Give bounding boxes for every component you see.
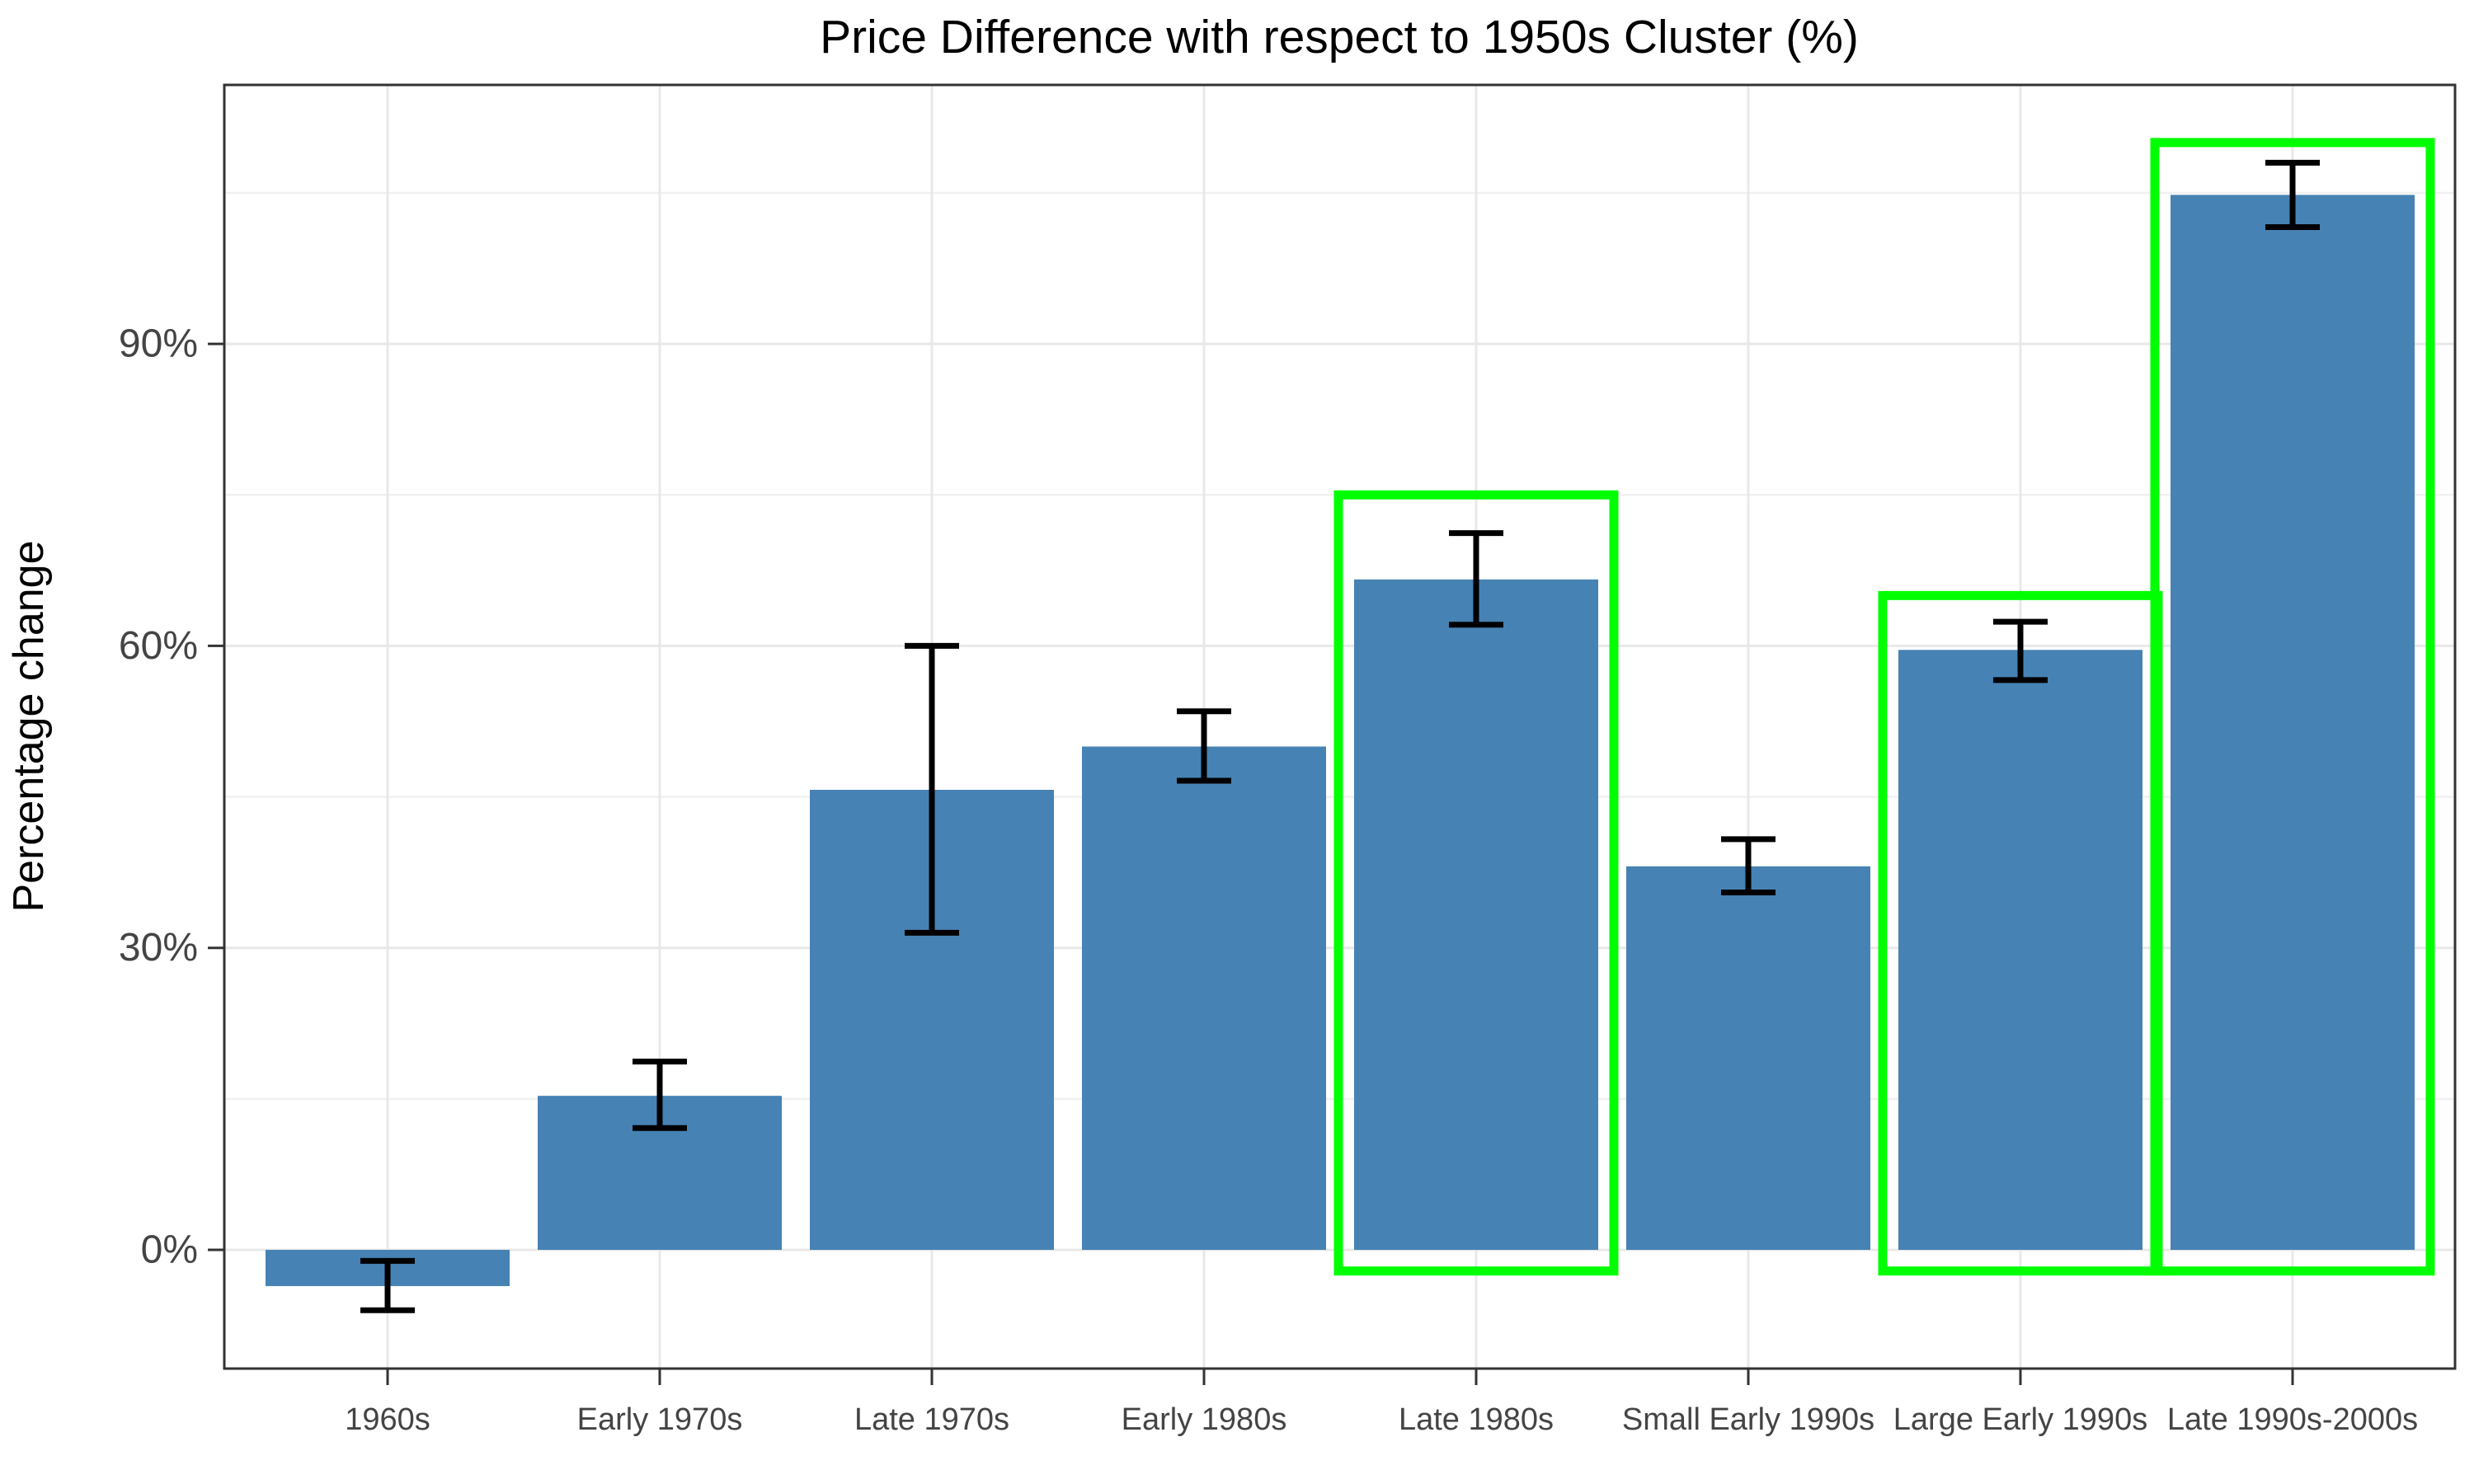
x-tick-label-late-1970s: Late 1970s — [854, 1402, 1009, 1437]
error-bar-late-1990s-2000s — [2265, 159, 2320, 230]
error-bar-late-1970s — [905, 642, 959, 936]
error-bar-small-early-1990s — [1721, 836, 1776, 896]
error-bar-early-1970s — [633, 1059, 687, 1131]
x-tick-label-late-1990s-2000s: Late 1990s-2000s — [2167, 1402, 2418, 1437]
axis-tick-labels-layer: 0% 30% 60% 90% 1960s Early 1970s Late 1970s Ear… — [119, 322, 2418, 1437]
x-tick-label-1960s: 1960s — [345, 1402, 430, 1437]
bar-early-1980s — [1082, 746, 1326, 1250]
bar-late-1990s-2000s — [2171, 195, 2415, 1251]
error-bar-early-1980s — [1177, 708, 1231, 784]
highlight-box-late-1980s — [1333, 490, 1619, 1276]
error-bar-large-early-1990s — [1993, 618, 2048, 683]
x-tick-label-early-1980s: Early 1980s — [1122, 1402, 1287, 1437]
x-tick-label-late-1980s: Late 1980s — [1399, 1402, 1554, 1437]
bar-small-early-1990s — [1626, 866, 1870, 1250]
error-bar-1960s — [360, 1257, 415, 1313]
highlight-boxes-layer — [1333, 138, 2435, 1276]
error-bar-late-1980s — [1449, 530, 1503, 628]
y-axis-label: Percentage change — [5, 540, 53, 912]
panel-border — [223, 83, 2457, 1370]
chart-title: Price Difference with respect to 1950s C… — [820, 11, 1859, 63]
bar-late-1980s — [1354, 579, 1598, 1250]
x-tick-label-small-early-1990s: Small Early 1990s — [1622, 1402, 1874, 1437]
y-tick-label-30: 30% — [119, 926, 198, 970]
y-tick-label-0: 0% — [141, 1228, 198, 1272]
axis-ticks-layer — [208, 342, 2294, 1385]
highlight-box-late-1990s-2000s — [2150, 138, 2435, 1276]
y-tick-label-90: 90% — [119, 322, 198, 366]
x-tick-label-large-early-1990s: Large Early 1990s — [1893, 1402, 2147, 1437]
error-bars-layer — [360, 159, 2320, 1313]
x-tick-label-early-1970s: Early 1970s — [577, 1402, 743, 1437]
y-tick-label-60: 60% — [119, 624, 198, 668]
bar-large-early-1990s — [1898, 650, 2142, 1250]
